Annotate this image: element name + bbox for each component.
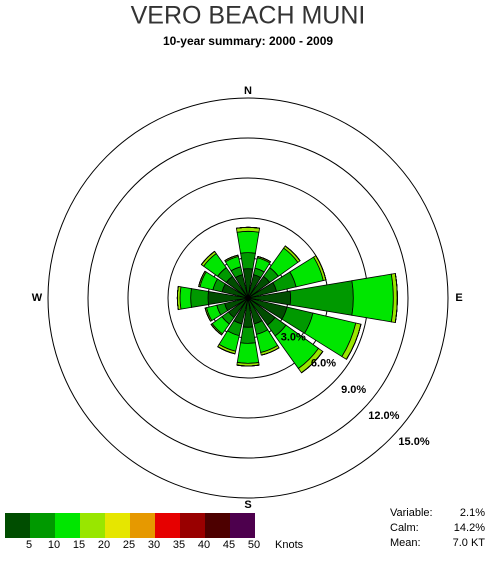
ring-label: 3.0% bbox=[281, 331, 306, 343]
ring-label: 12.0% bbox=[368, 410, 399, 422]
wind-bar-segment bbox=[236, 230, 260, 254]
direction-label: W bbox=[32, 292, 43, 304]
legend-tick-label: 10 bbox=[48, 539, 60, 551]
wind-bar-segment bbox=[351, 273, 394, 323]
legend-tick-label: 20 bbox=[98, 539, 110, 551]
chart-title: VERO BEACH MUNI bbox=[131, 2, 366, 30]
legend-swatch bbox=[5, 513, 30, 538]
wind-bar-segment bbox=[240, 252, 256, 270]
wind-bar-segment bbox=[240, 326, 256, 344]
legend-tick-label: 40 bbox=[198, 539, 210, 551]
direction-label: E bbox=[455, 292, 462, 304]
chart-subtitle: 10-year summary: 2000 - 2009 bbox=[163, 34, 333, 48]
wind-bar-segment bbox=[179, 286, 192, 310]
legend-swatch bbox=[205, 513, 230, 538]
legend-swatch bbox=[30, 513, 55, 538]
legend-swatch bbox=[105, 513, 130, 538]
legend-tick-label: 30 bbox=[148, 539, 160, 551]
stat-value: 7.0 KT bbox=[453, 537, 486, 549]
wind-bar-segment bbox=[190, 288, 210, 308]
ring-label: 9.0% bbox=[341, 384, 366, 396]
legend-swatch bbox=[130, 513, 155, 538]
ring-label: 6.0% bbox=[311, 358, 336, 370]
ring bbox=[87, 137, 409, 459]
legend-swatch bbox=[55, 513, 80, 538]
wind-bar-segment bbox=[236, 342, 260, 364]
direction-label: S bbox=[244, 499, 251, 511]
legend-swatch bbox=[80, 513, 105, 538]
legend-swatch bbox=[230, 513, 255, 538]
legend-tick-label: 5 bbox=[26, 539, 32, 551]
legend-tick-label: 15 bbox=[73, 539, 85, 551]
stat-label: Variable: bbox=[390, 507, 433, 519]
legend-tick-label: 45 bbox=[223, 539, 235, 551]
ring bbox=[47, 97, 449, 499]
stat-label: Mean: bbox=[390, 537, 421, 549]
legend-tick-label: 50 bbox=[248, 539, 260, 551]
stat-value: 14.2% bbox=[454, 522, 485, 534]
legend-tick-label: 25 bbox=[123, 539, 135, 551]
stat-label: Calm: bbox=[390, 522, 419, 534]
legend-unit: Knots bbox=[275, 539, 304, 551]
direction-label: N bbox=[244, 85, 252, 97]
stat-value: 2.1% bbox=[460, 507, 485, 519]
legend-tick-label: 35 bbox=[173, 539, 185, 551]
ring-label: 15.0% bbox=[398, 436, 429, 448]
wind-bar-segment bbox=[257, 256, 271, 263]
legend-swatch bbox=[180, 513, 205, 538]
legend-swatch bbox=[155, 513, 180, 538]
